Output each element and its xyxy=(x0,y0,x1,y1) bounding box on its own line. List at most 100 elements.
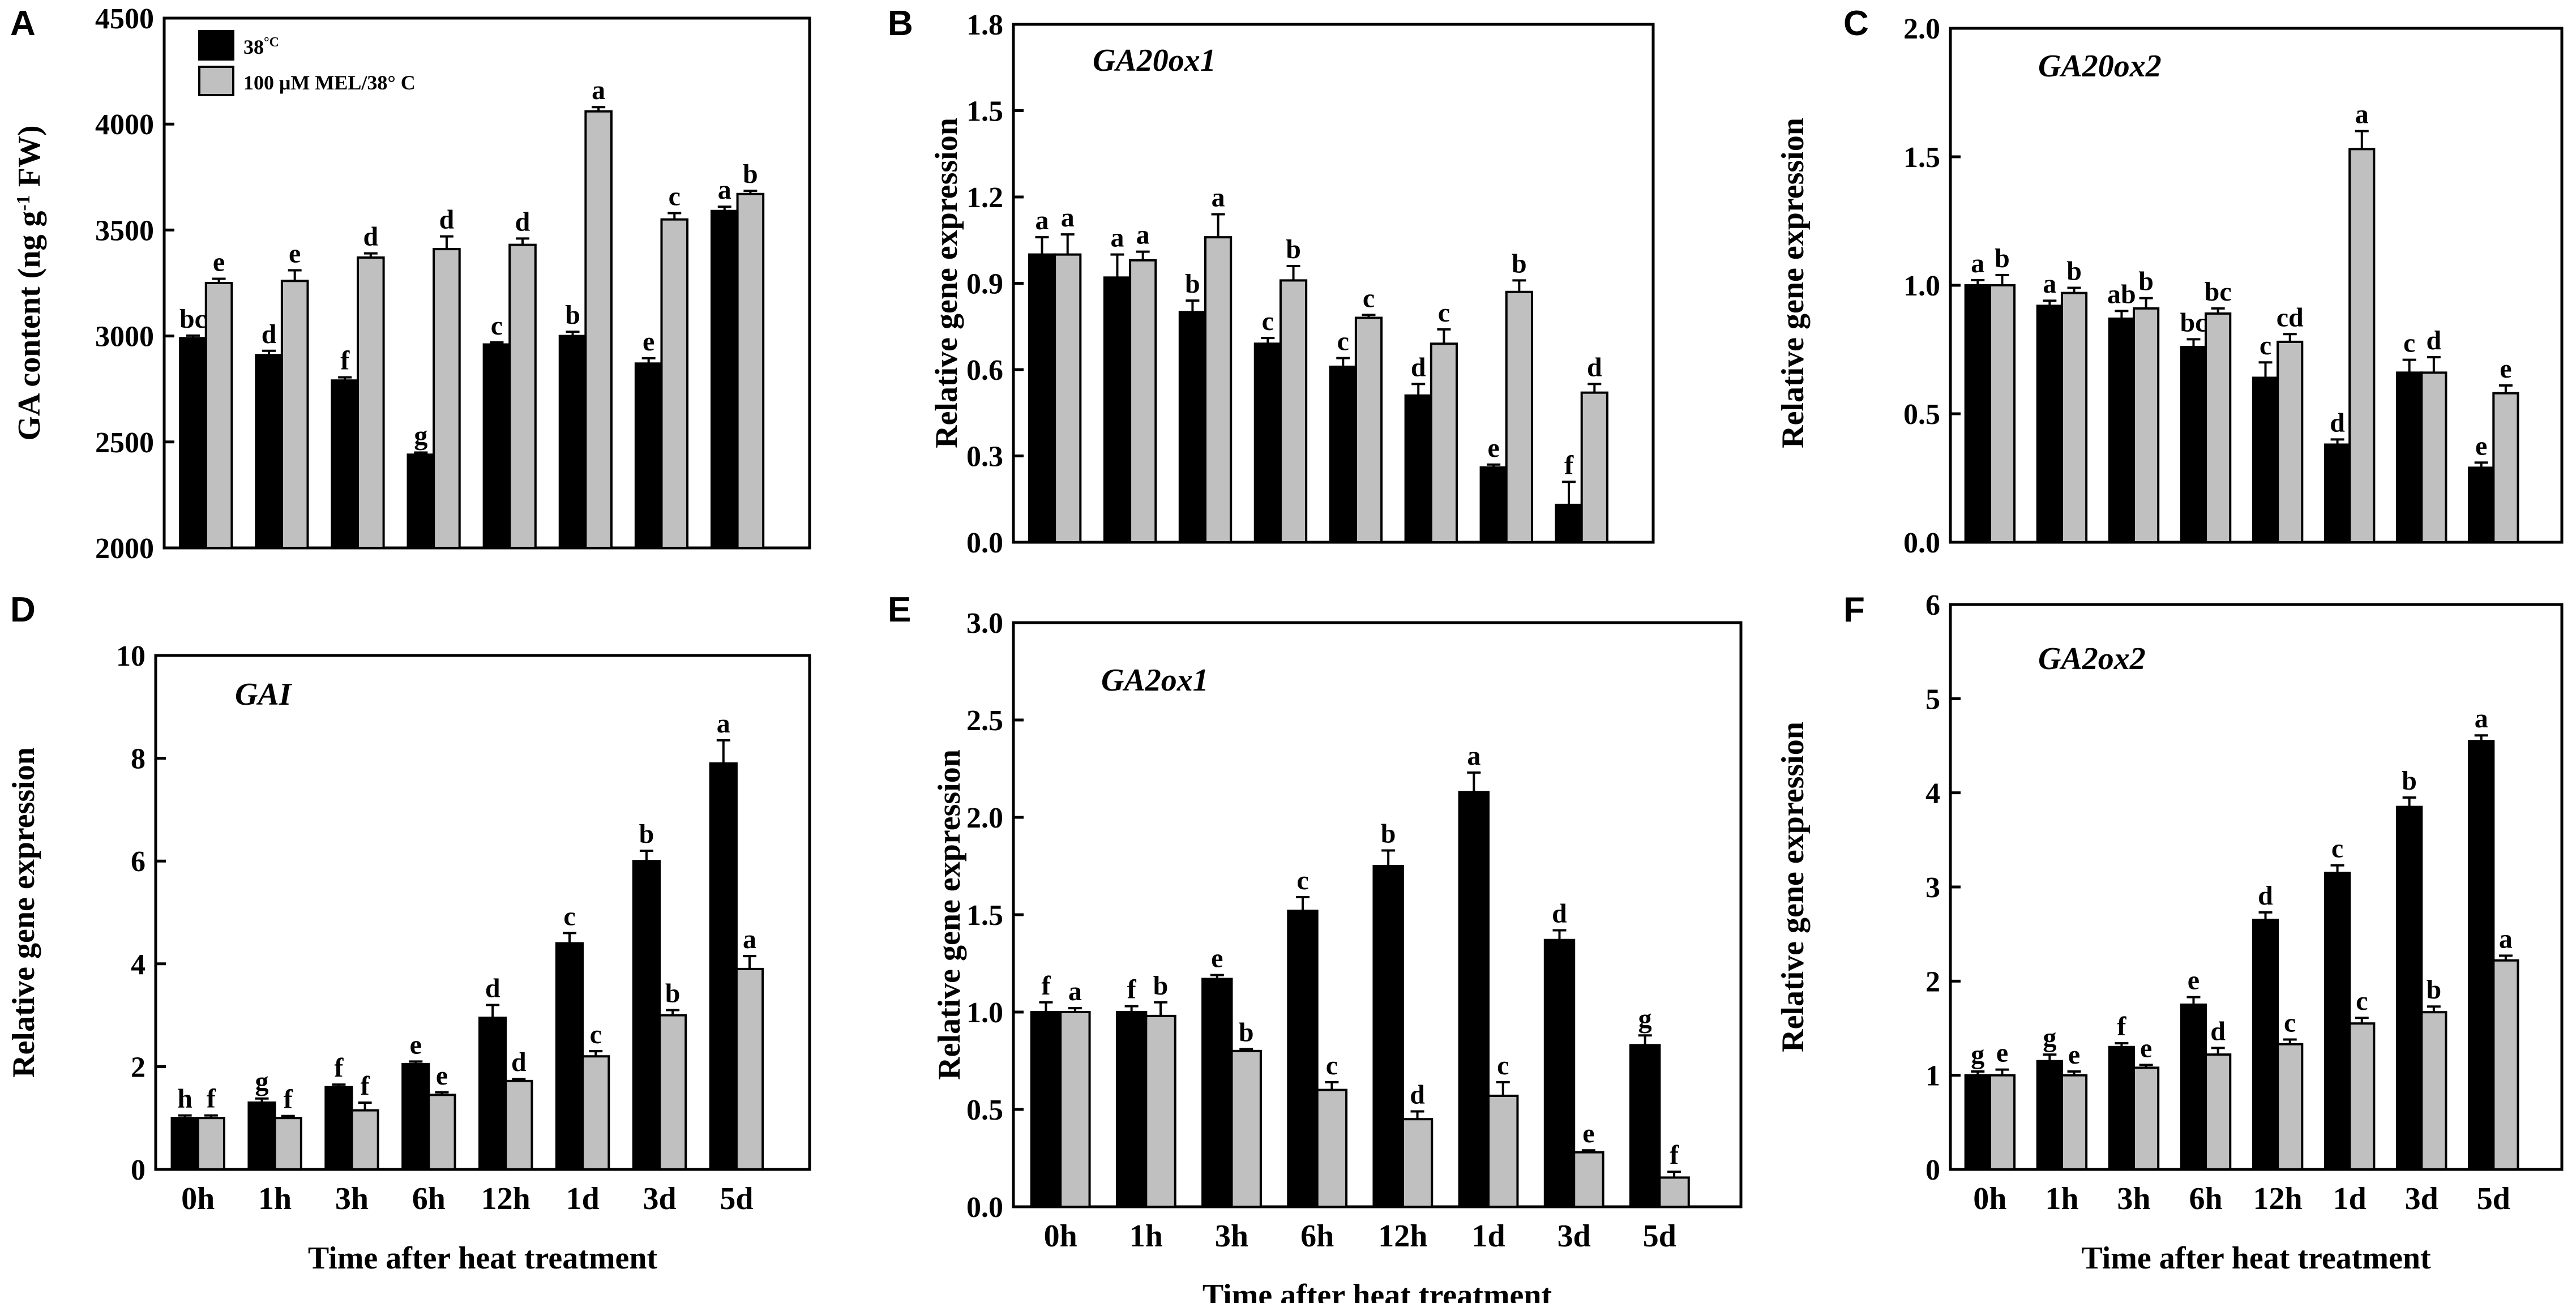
panel-b-sig-letter: b xyxy=(1185,269,1200,299)
panel-f-xtick-label: 6h xyxy=(2189,1181,2222,1216)
panel-a-ytick-label: 2000 xyxy=(95,533,154,565)
panel-c-bar-s1-6h xyxy=(2180,345,2207,544)
panel-d-ytick-label: 6 xyxy=(131,846,146,878)
panel-c-sig-letter: d xyxy=(2330,408,2345,438)
panel-b-y-axis-label: Relative gene expression xyxy=(929,118,964,448)
panel-d-sig-letter: e xyxy=(410,1030,422,1060)
panel-e-xtick-label: 5d xyxy=(1643,1219,1676,1254)
panel-d-bar-s1-0h xyxy=(170,1117,199,1171)
panel-d-sig-letter: e xyxy=(436,1061,448,1091)
panel-d-sig-letter: f xyxy=(207,1084,216,1114)
panel-e-sig-letter: d xyxy=(1410,1079,1425,1109)
panel-d-xtick-label: 5d xyxy=(720,1181,753,1216)
panel-c-bar-s1-1h xyxy=(2036,305,2063,543)
panel-e-x-axis-label: Time after heat treatment xyxy=(1203,1278,1552,1303)
panel-c-bar-s2-5d xyxy=(2492,392,2519,543)
panel-f-bar-s2-3d xyxy=(2420,1011,2447,1171)
panel-c-ytick-label: 0.5 xyxy=(1903,398,1940,431)
panel-d-sig-letter: f xyxy=(334,1053,344,1083)
panel-f-sig-letter: a xyxy=(2475,704,2488,734)
panel-d-sig-letter: b xyxy=(639,819,654,849)
panel-f-sig-letter: c xyxy=(2284,1008,2296,1038)
panel-a-sig-letter: e xyxy=(289,239,301,269)
panel-a-y-axis-label-part: FW) xyxy=(12,125,47,195)
panel-d-bar-s2-1d xyxy=(581,1055,610,1171)
panel-d-bar-s2-0h xyxy=(196,1117,225,1171)
panel-f-sig-letter: e xyxy=(2068,1040,2080,1070)
panel-c-ytick-label: 1.0 xyxy=(1903,270,1940,302)
panel-d-sig-letter: h xyxy=(177,1084,192,1114)
panel-e-sig-letter: f xyxy=(1127,975,1137,1005)
panel-e-sig-letter: e xyxy=(1211,944,1223,974)
panel-a-bar-s2-6h xyxy=(433,248,461,549)
panel-b-sig-letter: a xyxy=(1035,205,1049,235)
panel-e-ytick-label: 3.0 xyxy=(966,607,1003,640)
panel-f-sig-letter: b xyxy=(2402,766,2417,796)
panel-a-chart: A 2000 2500 3000 3500 4000 4500 GA content (ng … xyxy=(10,3,811,565)
panel-d-bar-s2-3h xyxy=(350,1109,379,1171)
panel-c-sig-letter: b xyxy=(2066,256,2082,286)
panel-a-sig-letter: d xyxy=(262,319,277,349)
panel-b-sig-letter: f xyxy=(1564,450,1574,480)
panel-f-sig-letter: f xyxy=(2117,1011,2126,1041)
panel-b-bar-s2-3d xyxy=(1505,290,1533,543)
panel-b-ytick-label: 0.6 xyxy=(966,354,1003,387)
panel-f-xtick-label: 3h xyxy=(2117,1181,2150,1216)
panel-a-bar-s2-1d xyxy=(584,110,613,549)
panel-b-bar-s1-5d xyxy=(1555,503,1583,544)
panel-c-sig-letter: a xyxy=(1971,248,1984,278)
panel-f-ytick-label: 6 xyxy=(1925,589,1940,622)
panel-b-bar-s1-0h xyxy=(1028,253,1056,543)
panel-f-sig-letter: a xyxy=(2499,924,2513,954)
panel-a-bar-s2-3d xyxy=(660,218,689,549)
panel-a-bar-s1-3h xyxy=(331,379,360,549)
panel-b-bar-s2-6h xyxy=(1279,279,1308,543)
panel-f-bar-s1-1d xyxy=(2323,872,2351,1171)
panel-d-xtick-label: 3d xyxy=(643,1181,676,1216)
panel-b-bar-s2-1d xyxy=(1430,342,1458,543)
panel-d-xtick-label: 12h xyxy=(481,1181,530,1216)
panel-c-bar-s1-1d xyxy=(2323,443,2351,543)
panel-e-y-axis-label: Relative gene expression xyxy=(932,749,967,1080)
panel-e-sig-letter: d xyxy=(1552,899,1567,929)
panel-e-sig-letter: a xyxy=(1068,976,1082,1006)
panel-e-ytick-label: 1.5 xyxy=(966,899,1003,932)
panel-f-sig-letter: b xyxy=(2426,975,2441,1005)
panel-f-x-axis-label: Time after heat treatment xyxy=(2081,1241,2431,1276)
panel-a-sig-letter: f xyxy=(340,346,350,376)
panel-e-bar-s2-3h xyxy=(1230,1049,1262,1208)
panel-d-xtick-label: 3h xyxy=(335,1181,369,1216)
panel-c-bar-s1-12h xyxy=(2252,376,2279,543)
panel-f-ytick-label: 5 xyxy=(1925,683,1940,715)
panel-e-title: GA2ox1 xyxy=(1101,663,1209,698)
panel-b-ytick-label: 0.0 xyxy=(966,527,1003,559)
panel-c-bar-s2-1d xyxy=(2348,148,2376,543)
panel-c-sig-letter: c xyxy=(2403,328,2415,358)
panel-e-bar-s1-0h xyxy=(1030,1011,1062,1208)
panel-e-ytick-label: 2.5 xyxy=(966,705,1003,737)
panel-c-sig-letter: bc xyxy=(2205,277,2232,307)
panel-f-bar-s2-5d xyxy=(2492,959,2519,1171)
panel-e-bar-s1-1h xyxy=(1115,1011,1148,1208)
panel-f-bar-s1-0h xyxy=(1964,1074,1991,1171)
panel-e-bar-s2-6h xyxy=(1316,1088,1348,1208)
panel-a-bar-s1-1d xyxy=(558,335,587,549)
panel-e-ytick-label: 0.5 xyxy=(966,1094,1003,1126)
panel-d-bar-s1-6h xyxy=(401,1062,430,1171)
panel-b-bar-s2-1h xyxy=(1129,259,1157,543)
panel-f-sig-letter: c xyxy=(2331,834,2343,864)
panel-a-sig-letter: c xyxy=(669,181,681,211)
panel-a-bar-s2-1h xyxy=(280,280,309,549)
panel-a-ytick-label: 4500 xyxy=(95,3,154,35)
panel-f-bar-s1-3d xyxy=(2396,805,2423,1171)
panel-b-bar-s1-6h xyxy=(1253,342,1282,543)
panel-b-bar-s1-1d xyxy=(1404,394,1432,543)
panel-f-title: GA2ox2 xyxy=(2038,641,2146,676)
panel-d-sig-letter: d xyxy=(485,973,500,1003)
panel-b-title: GA20ox1 xyxy=(1093,43,1216,78)
panel-b-sig-letter: b xyxy=(1512,248,1527,278)
panel-b-sig-letter: b xyxy=(1286,234,1301,264)
panel-e-xtick-label: 0h xyxy=(1044,1219,1077,1254)
panel-d-xtick-label: 1d xyxy=(566,1181,600,1216)
